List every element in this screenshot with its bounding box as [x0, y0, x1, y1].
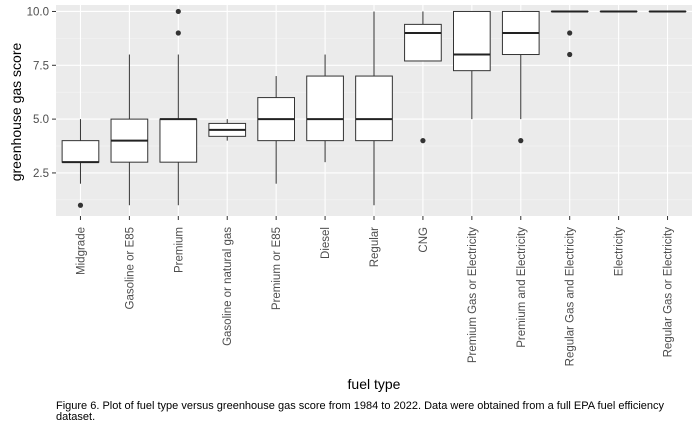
box-midgrade [61, 119, 100, 208]
box-series [61, 8, 687, 208]
x-axis: Midgrade Gasoline or E85 Premium Gasoline o… [75, 216, 675, 367]
x-tick-label: Premium Gas or Electricity [467, 227, 479, 363]
box-iqr [453, 10, 491, 72]
x-tick-label: Midgrade [75, 227, 87, 275]
y-axis: 2.5 5.0 7.5 10.0 [27, 6, 56, 180]
y-tick-label: 5.0 [33, 114, 49, 126]
outlier-point [175, 8, 181, 15]
box-iqr [61, 140, 100, 163]
outlier-point [420, 138, 426, 144]
x-tick-label: Regular Gas and Electricity [565, 227, 577, 367]
box-regular [355, 11, 393, 206]
x-tick-label: Premium and Electricity [516, 227, 528, 348]
x-tick-label: CNG [418, 227, 430, 253]
x-tick-label: Regular Gas or Electricity [663, 227, 675, 358]
box-iqr [306, 75, 344, 142]
x-tick-label: Regular [369, 227, 381, 267]
box-iqr [159, 118, 198, 163]
x-tick-label: Premium [173, 227, 185, 273]
box-premium-gas-or-electricity [453, 10, 491, 120]
box-iqr [355, 75, 393, 142]
box-regular-gas-and-electricity [550, 10, 589, 58]
y-tick-label: 10.0 [27, 6, 49, 18]
outlier-point [567, 30, 573, 36]
outlier-point [77, 202, 84, 208]
x-tick-label: Electricity [614, 227, 626, 276]
box-iqr [404, 23, 442, 62]
outlier-point [567, 51, 573, 58]
figure-caption: Figure 6. Plot of fuel type versus green… [56, 400, 664, 423]
y-tick-label: 7.5 [33, 60, 49, 72]
x-axis-title: fuel type [348, 376, 401, 392]
box-gasoline-or-e85 [110, 54, 149, 206]
box-premium-or-e85 [257, 76, 295, 184]
box-gasoline-or-natural-gas [208, 119, 247, 141]
x-tick-label: Diesel [320, 227, 332, 259]
box-premium [159, 8, 198, 206]
x-tick-label: Gasoline or E85 [124, 227, 136, 309]
box-diesel [306, 54, 344, 163]
outlier-point [175, 30, 181, 36]
x-tick-label: Premium or E85 [271, 227, 283, 310]
box-premium-and-electricity [501, 10, 540, 144]
box-cng [404, 11, 442, 144]
outlier-point [518, 138, 524, 144]
y-axis-title: greenhouse gas score [8, 43, 24, 182]
y-tick-label: 2.5 [33, 168, 49, 180]
x-tick-label: Gasoline or natural gas [222, 227, 234, 346]
